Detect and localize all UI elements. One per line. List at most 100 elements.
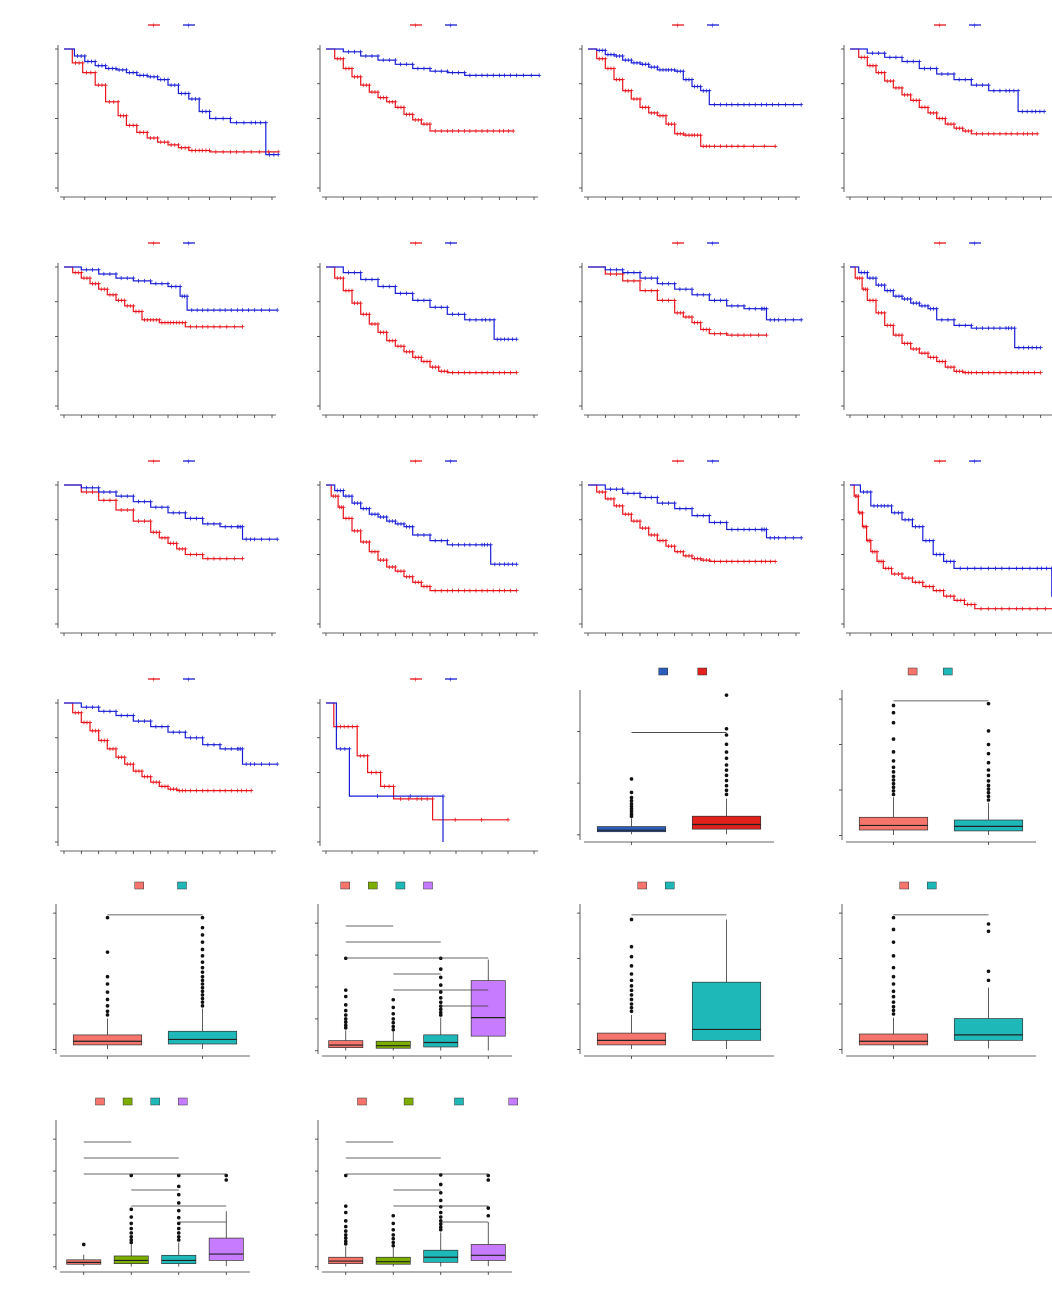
censor-mark — [148, 74, 153, 79]
censor-mark — [398, 796, 403, 801]
censor-mark — [701, 513, 706, 518]
censor-mark — [920, 580, 925, 585]
censor-mark — [614, 487, 619, 492]
outlier-point — [891, 703, 896, 708]
censor-mark — [753, 559, 758, 564]
censor-mark — [1007, 88, 1012, 93]
outlier-point — [200, 933, 205, 937]
censor-mark — [681, 69, 686, 74]
censor-mark — [375, 794, 380, 799]
censor-mark — [681, 549, 686, 554]
censor-mark — [246, 308, 251, 313]
censor-mark — [103, 63, 108, 68]
censor-mark — [629, 58, 634, 63]
censor-mark — [492, 562, 497, 567]
censor-mark — [200, 788, 205, 793]
censor-mark — [1027, 566, 1032, 571]
censor-mark — [259, 308, 264, 313]
censor-mark — [905, 59, 910, 64]
censor-mark — [944, 559, 949, 564]
outlier-point — [200, 965, 205, 970]
censor-mark — [612, 52, 616, 57]
outlier-point — [724, 768, 729, 772]
censor-mark — [735, 333, 740, 338]
censor-mark — [194, 788, 199, 793]
outlier-point — [129, 1226, 134, 1231]
outlier-point — [891, 759, 896, 763]
outlier-point — [391, 1024, 396, 1029]
censor-mark — [430, 796, 435, 801]
censor-mark — [707, 327, 712, 332]
censor-mark — [421, 66, 426, 71]
censor-mark — [433, 588, 438, 593]
censor-mark — [1007, 606, 1012, 611]
censor-mark — [456, 542, 461, 547]
censor-mark — [1007, 566, 1012, 571]
outlier-point — [438, 1182, 443, 1187]
censor-mark — [125, 508, 130, 513]
outlier-point — [176, 1215, 181, 1220]
censor-mark — [186, 145, 191, 150]
censor-mark — [232, 556, 237, 561]
outlier-point — [986, 969, 991, 974]
censor-mark — [612, 496, 616, 501]
censor-mark — [1030, 345, 1035, 350]
outlier-point — [629, 984, 634, 988]
outlier-point — [176, 1192, 181, 1197]
censor-mark — [252, 537, 257, 542]
outlier-point — [105, 1004, 110, 1008]
box-panel-T — [839, 881, 1036, 1059]
box-panel-S — [577, 881, 774, 1059]
censor-mark — [125, 713, 130, 718]
censor-mark — [969, 77, 974, 82]
censor-mark — [252, 308, 257, 313]
outlier-point — [438, 1007, 443, 1012]
censor-mark — [896, 571, 901, 576]
censor-mark — [136, 499, 141, 504]
outlier-point — [391, 1227, 396, 1232]
censor-mark — [969, 129, 974, 134]
outlier-point — [891, 765, 896, 770]
outlier-point — [986, 779, 991, 783]
outlier-point — [343, 1224, 348, 1229]
censor-mark — [906, 517, 911, 522]
censor-mark — [939, 317, 944, 322]
censor-mark — [926, 303, 930, 308]
censor-mark — [177, 730, 182, 735]
censor-mark — [986, 370, 991, 375]
censor-mark — [88, 276, 92, 281]
censor-mark — [672, 501, 677, 506]
censor-mark — [660, 501, 665, 506]
censor-mark — [363, 53, 368, 58]
outlier-point — [724, 742, 729, 747]
outlier-point — [391, 1005, 396, 1010]
censor-mark — [480, 370, 484, 375]
outlier-point — [891, 778, 896, 782]
legend: + + — [410, 239, 457, 248]
censor-mark — [387, 784, 392, 789]
censor-mark — [428, 359, 432, 364]
censor-mark — [125, 494, 130, 499]
censor-mark — [1011, 88, 1016, 93]
censor-mark — [148, 774, 153, 779]
censor-mark — [188, 324, 193, 329]
legend: + + — [410, 675, 457, 684]
outlier-point — [438, 975, 443, 980]
censor-mark — [367, 539, 372, 544]
censor-mark — [203, 148, 208, 153]
outlier-point — [891, 927, 896, 932]
censor-mark — [122, 755, 127, 760]
censor-mark — [101, 709, 106, 714]
censor-mark — [157, 780, 162, 785]
censor-mark — [707, 558, 712, 563]
censor-mark — [131, 762, 136, 767]
censor-mark — [188, 516, 193, 521]
censor-mark — [90, 267, 95, 272]
outlier-point — [176, 1208, 181, 1213]
censor-mark — [408, 794, 413, 799]
legend-swatch — [177, 881, 187, 890]
censor-mark — [275, 537, 280, 542]
legend-mark: + — [413, 457, 418, 466]
outlier-point — [891, 1000, 896, 1004]
outlier-point — [176, 1226, 181, 1231]
